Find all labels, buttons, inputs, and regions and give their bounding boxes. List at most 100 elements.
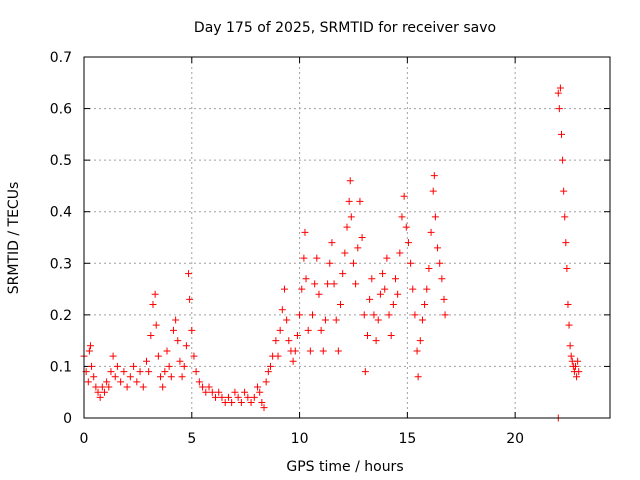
data-point — [564, 301, 572, 309]
data-point — [186, 295, 194, 303]
data-point — [154, 352, 162, 360]
data-point — [332, 316, 340, 324]
data-point — [404, 239, 412, 247]
data-point — [563, 264, 571, 272]
data-point — [218, 393, 226, 401]
data-point — [258, 399, 266, 407]
data-point — [182, 342, 190, 350]
data-point — [374, 316, 382, 324]
data-point — [120, 368, 128, 376]
data-point — [161, 368, 169, 376]
data-point — [260, 404, 268, 412]
data-point — [381, 285, 389, 293]
data-point — [337, 301, 345, 309]
chart-title: Day 175 of 2025, SRMTID for receiver sav… — [194, 20, 496, 36]
data-point — [139, 383, 147, 391]
x-axis-title: GPS time / hours — [286, 459, 403, 475]
data-point — [341, 249, 349, 257]
data-point — [346, 177, 354, 185]
data-point — [317, 326, 325, 334]
x-tick-label: 0 — [80, 431, 89, 447]
data-point — [372, 337, 380, 345]
plot-frame — [83, 56, 611, 419]
data-point — [145, 368, 153, 376]
data-point — [205, 383, 213, 391]
data-point — [130, 362, 138, 370]
data-point — [339, 270, 347, 278]
data-point — [84, 378, 92, 386]
data-point — [575, 368, 583, 376]
data-point — [345, 197, 353, 205]
data-point — [356, 197, 364, 205]
data-point — [311, 280, 319, 288]
data-point — [441, 311, 449, 319]
data-point — [291, 347, 299, 355]
data-point — [167, 373, 175, 381]
data-point — [302, 275, 310, 283]
data-point — [298, 285, 306, 293]
data-point — [301, 228, 309, 236]
data-point — [241, 388, 249, 396]
data-point — [224, 393, 232, 401]
data-point — [123, 383, 131, 391]
data-point — [559, 156, 567, 164]
data-point — [157, 373, 165, 381]
data-point — [165, 362, 173, 370]
data-point — [147, 331, 155, 339]
data-point — [92, 383, 100, 391]
x-tick-label: 15 — [398, 431, 416, 447]
x-tick-label: 10 — [291, 431, 309, 447]
data-point — [436, 259, 444, 267]
data-point — [430, 172, 438, 180]
data-point — [111, 373, 119, 381]
data-point — [321, 316, 329, 324]
data-point — [159, 383, 167, 391]
data-point — [556, 84, 564, 92]
data-point — [169, 326, 177, 334]
data-point — [383, 254, 391, 262]
data-point — [334, 347, 342, 355]
y-tick-label: 0.2 — [50, 308, 72, 324]
data-point — [163, 347, 171, 355]
data-point — [107, 368, 115, 376]
data-point — [96, 393, 104, 401]
data-point — [418, 316, 426, 324]
data-point — [228, 399, 236, 407]
y-tick-label: 0.1 — [50, 359, 72, 375]
data-point — [172, 316, 180, 324]
data-point — [434, 244, 442, 252]
data-point — [385, 311, 393, 319]
data-point — [180, 362, 188, 370]
data-point — [431, 213, 439, 221]
data-point — [262, 378, 270, 386]
data-point — [429, 187, 437, 195]
data-point — [572, 362, 580, 370]
data-point — [414, 373, 422, 381]
data-point — [149, 301, 157, 309]
data-point — [413, 347, 421, 355]
data-point — [368, 275, 376, 283]
data-point — [557, 130, 565, 138]
data-point — [565, 321, 573, 329]
data-point — [440, 295, 448, 303]
data-point — [554, 89, 562, 97]
data-point — [178, 373, 186, 381]
data-point — [113, 362, 121, 370]
data-point — [293, 331, 301, 339]
data-point — [231, 388, 239, 396]
data-point — [560, 187, 568, 195]
data-point — [272, 337, 280, 345]
data-point — [247, 399, 255, 407]
data-point — [363, 331, 371, 339]
data-point — [379, 270, 387, 278]
data-point — [185, 270, 193, 278]
data-point — [328, 239, 336, 247]
data-point — [88, 362, 96, 370]
data-point — [421, 301, 429, 309]
data-point — [98, 383, 106, 391]
data-point — [423, 285, 431, 293]
data-point — [90, 373, 98, 381]
data-point — [86, 342, 94, 350]
data-point — [361, 368, 369, 376]
data-point — [278, 306, 286, 314]
